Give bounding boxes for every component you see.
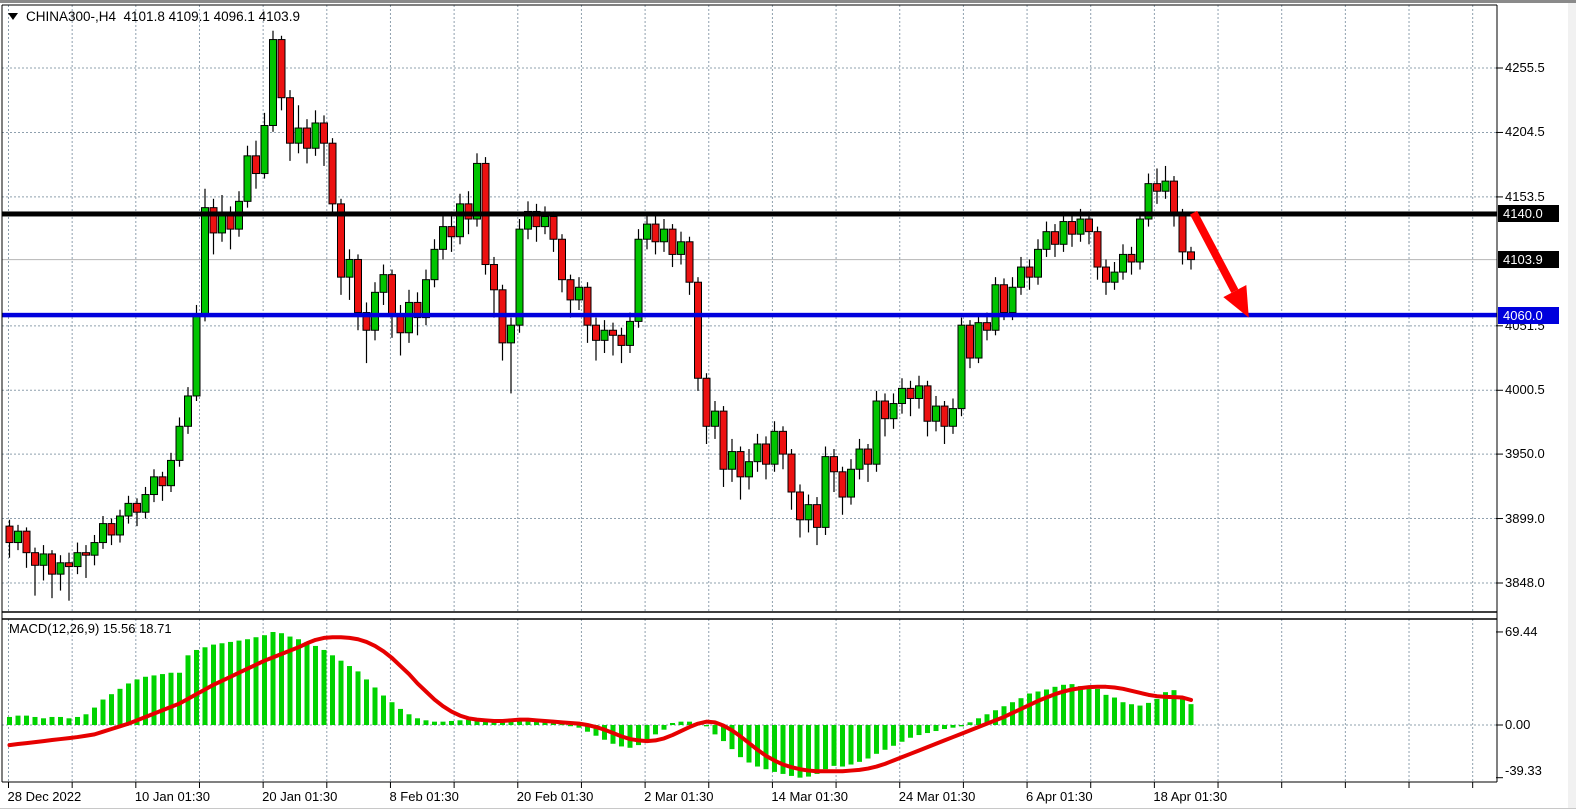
pane-splitter[interactable]: [0, 610, 1497, 620]
window-top-edge: [0, 0, 1576, 3]
time-axis-label: 2 Mar 01:30: [644, 789, 714, 804]
price-axis-tick: 4153.5: [1505, 188, 1545, 204]
macd-signal-line: [7, 635, 1193, 774]
price-axis-tick: 3848.0: [1505, 574, 1545, 590]
price-axis-tick: 4204.5: [1505, 124, 1545, 140]
pane-borders: [1, 4, 1503, 788]
time-axis-label: 20 Jan 01:30: [262, 789, 338, 804]
price-axis-tick: 3950.0: [1505, 446, 1545, 462]
macd-axis-tick: 0.00: [1505, 717, 1531, 732]
symbol-header: CHINA300-,H4 4101.8 4109.1 4096.1 4103.9: [8, 7, 300, 25]
current-price-tag: 4103.9: [1498, 251, 1559, 269]
support-level-tag: 4060.0: [1498, 306, 1559, 324]
grid-lines: [2, 5, 1497, 782]
time-axis-label: 8 Feb 01:30: [389, 789, 459, 804]
time-axis-label: 14 Mar 01:30: [771, 789, 849, 804]
window-bottom-edge: [0, 808, 1576, 809]
price-axis-tick: 4000.5: [1505, 382, 1545, 398]
time-axis-label: 24 Mar 01:30: [898, 789, 976, 804]
chart-shift-icon[interactable]: [8, 12, 18, 20]
price-levels: [2, 211, 1497, 318]
macd-axis-tick: -39.33: [1505, 763, 1542, 778]
window-right-edge: [1568, 3, 1576, 808]
time-axis-label: 28 Dec 2022: [7, 789, 82, 804]
resistance-level-tag: 4140.0: [1498, 205, 1559, 223]
macd-axis-tick: 69.44: [1505, 623, 1538, 639]
time-axis-label: 6 Apr 01:30: [1026, 789, 1093, 804]
time-axis-label: 20 Feb 01:30: [516, 789, 594, 804]
macd-indicator-label: MACD(12,26,9) 15.56 18.71: [9, 621, 172, 636]
price-axis-tick: 3899.0: [1505, 510, 1545, 526]
symbol-ohlc-line: CHINA300-,H4 4101.8 4109.1 4096.1 4103.9: [26, 8, 300, 24]
time-axis-label: 10 Jan 01:30: [134, 789, 210, 804]
trend-arrow: [1190, 210, 1249, 318]
price-axis-tick: 4255.5: [1505, 60, 1545, 75]
time-axis-label: 18 Apr 01:30: [1153, 789, 1228, 804]
macd-histogram: [7, 632, 1194, 778]
